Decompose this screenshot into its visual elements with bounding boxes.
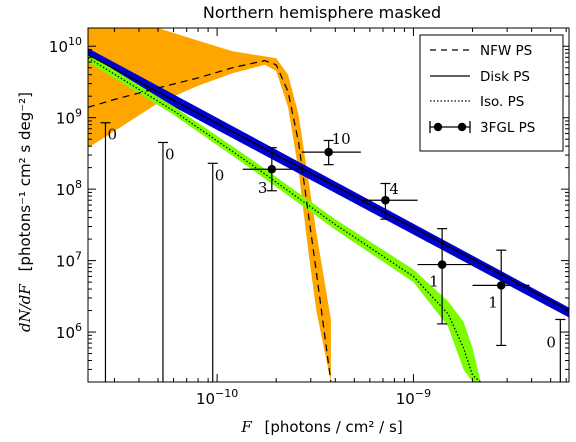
legend: NFW PS Disk PS Iso. PS 3FGL PS — [419, 34, 564, 152]
point-marker — [381, 195, 390, 205]
point-marker — [267, 164, 277, 174]
legend-label: 3FGL PS — [480, 120, 535, 136]
point-count-label: 10 — [332, 130, 351, 148]
plot-frame — [87, 27, 570, 383]
data-point: 1 — [472, 249, 530, 347]
point-count-label: 0 — [546, 333, 556, 351]
point-count-label: 4 — [389, 180, 399, 198]
data-point: 1 — [417, 228, 473, 325]
y-axis-unit: [photons⁻¹ cm² s deg⁻²] — [16, 92, 34, 271]
legend-label: Disk PS — [480, 69, 530, 85]
point-count-label: 1 — [429, 273, 439, 291]
legend-swatch-marker — [457, 122, 467, 132]
x-axis-var: F — [240, 418, 252, 436]
y-tick-label: 108 — [56, 178, 82, 199]
point-marker — [496, 281, 506, 290]
x-axis-unit: [photons / cm² / s] — [265, 418, 403, 436]
data-point: 0 — [157, 141, 175, 382]
x-tick-label: 10−9 — [396, 387, 431, 408]
data-point: 4 — [360, 180, 418, 220]
line-nfw-ps — [88, 59, 332, 382]
chart-title: Northern hemisphere masked — [203, 3, 441, 22]
point-count-label: 3 — [258, 179, 268, 197]
data-point: 0 — [100, 122, 117, 382]
y-tick-label: 106 — [56, 321, 82, 342]
legend-box — [419, 34, 564, 152]
axis-ticks — [88, 28, 569, 383]
x-axis-label: F [photons / cm² / s] — [240, 418, 402, 436]
y-axis-label: dN/dF [photons⁻¹ cm² s deg⁻²] — [16, 92, 34, 332]
legend-label: NFW PS — [480, 43, 532, 59]
legend-swatch-marker — [433, 122, 443, 132]
legend-entry-disk: Disk PS — [430, 69, 530, 85]
point-count-label: 0 — [215, 166, 225, 184]
data-point: 3 — [242, 147, 302, 197]
line-iso-ps — [88, 57, 482, 382]
point-marker — [324, 147, 333, 157]
y-tick-label: 1010 — [49, 35, 82, 56]
y-axis-var: dN/dF — [16, 284, 34, 332]
point-count-label: 0 — [165, 145, 175, 163]
median-lines — [88, 54, 569, 382]
legend-entry-nfw: NFW PS — [430, 43, 532, 59]
tick-labels: 10−10 10−9 106 107 108 109 1010 — [49, 35, 431, 408]
point-count-label: 1 — [488, 293, 498, 311]
legend-entry-3fgl: 3FGL PS — [429, 120, 535, 136]
data-point: 0 — [207, 162, 225, 382]
x-tick-label: 10−10 — [196, 387, 238, 408]
y-tick-label: 109 — [56, 107, 82, 128]
line-disk-ps — [88, 54, 569, 312]
y-tick-label: 107 — [56, 250, 82, 271]
point-marker — [437, 260, 447, 269]
legend-label: Iso. PS — [480, 94, 524, 110]
legend-entry-iso: Iso. PS — [430, 94, 524, 110]
point-count-label: 0 — [107, 126, 117, 144]
data-point: 0 — [546, 318, 566, 382]
data-point: 10 — [301, 130, 361, 166]
